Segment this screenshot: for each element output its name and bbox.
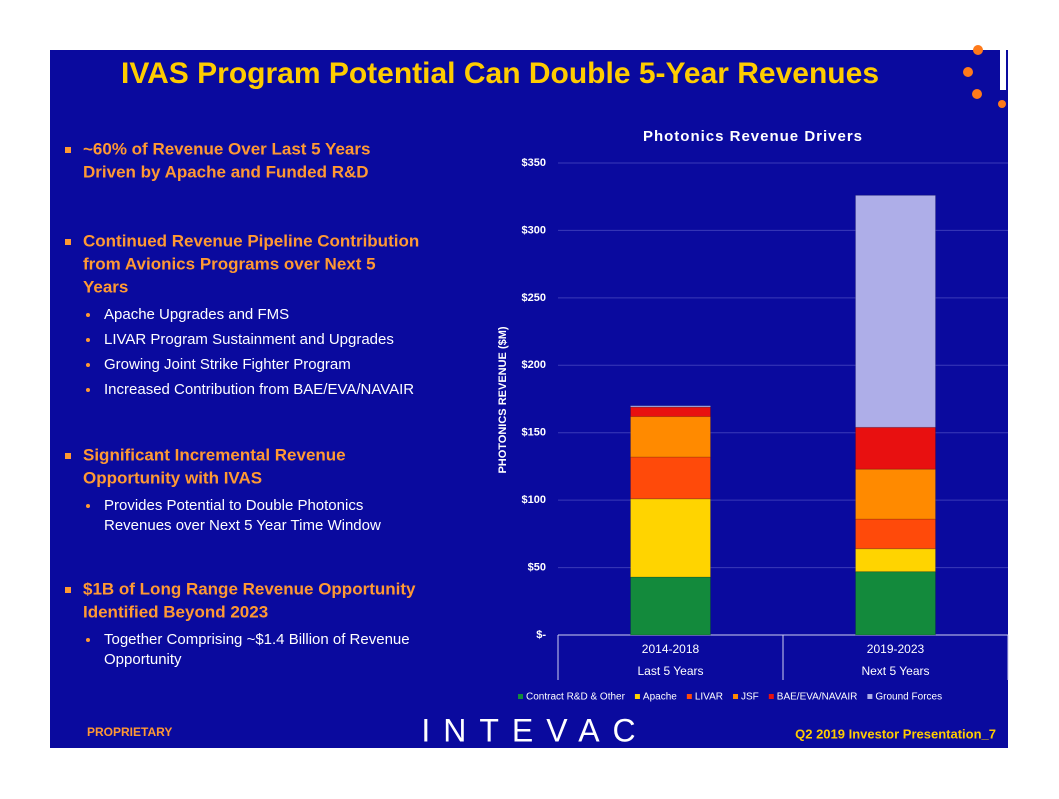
bullet-text: ~60% of Revenue Over Last 5 Years [83, 139, 370, 158]
y-axis-label: PHOTONICS REVENUE ($M) [497, 326, 509, 473]
bullet-text: Driven by Apache and Funded R&D [83, 162, 369, 181]
bullet-text: from Avionics Programs over Next 5 [83, 254, 376, 273]
x-group-label: Next 5 Years [861, 664, 929, 678]
legend-label: Contract R&D & Other [526, 692, 626, 703]
sub-bullet-text: Revenues over Next 5 Year Time Window [104, 517, 381, 534]
sub-bullet-marker [86, 313, 90, 317]
y-tick-label: $350 [522, 157, 546, 169]
legend-label: LIVAR [695, 692, 723, 703]
bullet-marker [65, 147, 71, 153]
bullet-text: Years [83, 277, 128, 296]
bullet-marker [65, 453, 71, 459]
sub-bullet-text: Growing Joint Strike Fighter Program [104, 356, 351, 373]
bullet-text: Identified Beyond 2023 [83, 602, 268, 621]
legend-swatch [686, 694, 692, 699]
bar-segment [855, 548, 936, 573]
bullet-marker [65, 239, 71, 245]
x-tick-label: 2019-2023 [867, 642, 925, 656]
y-tick-label: $50 [528, 561, 546, 573]
legend-label: Apache [643, 692, 677, 703]
legend-swatch [733, 694, 739, 699]
x-group-label: Last 5 Years [637, 664, 703, 678]
sub-bullet-text: LIVAR Program Sustainment and Upgrades [104, 331, 394, 348]
sub-bullet-marker [86, 638, 90, 642]
bar-segment [855, 426, 936, 470]
sub-bullet-text: Increased Contribution from BAE/EVA/NAVA… [104, 381, 414, 398]
bar-segment [630, 405, 711, 408]
x-tick-label: 2014-2018 [642, 642, 700, 656]
legend-label: Ground Forces [875, 692, 942, 703]
bullet-text: Significant Incremental Revenue [83, 445, 346, 464]
slide-title: IVAS Program Potential Can Double 5-Year… [121, 57, 879, 90]
bar-segment [630, 498, 711, 578]
legend-label: BAE/EVA/NAVAIR [777, 692, 858, 703]
logo-dot [973, 45, 983, 55]
sub-bullet-marker [86, 338, 90, 342]
sub-bullet-text: Together Comprising ~$1.4 Billion of Rev… [104, 631, 410, 648]
bar-segment [855, 571, 936, 636]
bar-segment [630, 576, 711, 636]
bullet-text: $1B of Long Range Revenue Opportunity [83, 579, 416, 598]
bar-segment [855, 468, 936, 520]
sub-bullet-text: Provides Potential to Double Photonics [104, 497, 363, 514]
sub-bullet-text: Apache Upgrades and FMS [104, 306, 289, 323]
bar-segment [630, 406, 711, 418]
bar-segment [855, 194, 936, 428]
bar-segment [855, 518, 936, 550]
y-tick-label: $- [536, 629, 546, 641]
bar-segment [630, 456, 711, 500]
legend-swatch [768, 694, 774, 699]
sub-bullet-marker [86, 504, 90, 508]
legend-swatch [634, 694, 640, 699]
sub-bullet-marker [86, 363, 90, 367]
logo-dot [998, 100, 1006, 108]
legend-swatch [867, 694, 873, 699]
logo-bar [1000, 50, 1006, 90]
bullet-text: Opportunity with IVAS [83, 468, 262, 487]
y-tick-label: $200 [522, 359, 546, 371]
legend-swatch [518, 694, 523, 699]
logo-dot [972, 89, 982, 99]
y-tick-label: $150 [522, 427, 546, 439]
y-tick-label: $300 [522, 224, 546, 236]
sub-bullet-text: Opportunity [104, 651, 182, 668]
y-tick-label: $100 [522, 494, 546, 506]
slide-background [50, 50, 1008, 748]
y-tick-label: $250 [522, 292, 546, 304]
bullet-text: Continued Revenue Pipeline Contribution [83, 231, 419, 250]
sub-bullet-marker [86, 388, 90, 392]
logo-text: INTEVAC [421, 712, 648, 748]
logo-dot [963, 67, 973, 77]
legend-label: JSF [741, 692, 759, 703]
footer-left: PROPRIETARY [87, 725, 172, 739]
chart-title: Photonics Revenue Drivers [643, 128, 863, 145]
footer-right: Q2 2019 Investor Presentation_7 [795, 726, 996, 741]
bar-segment [630, 416, 711, 458]
bullet-marker [65, 587, 71, 593]
